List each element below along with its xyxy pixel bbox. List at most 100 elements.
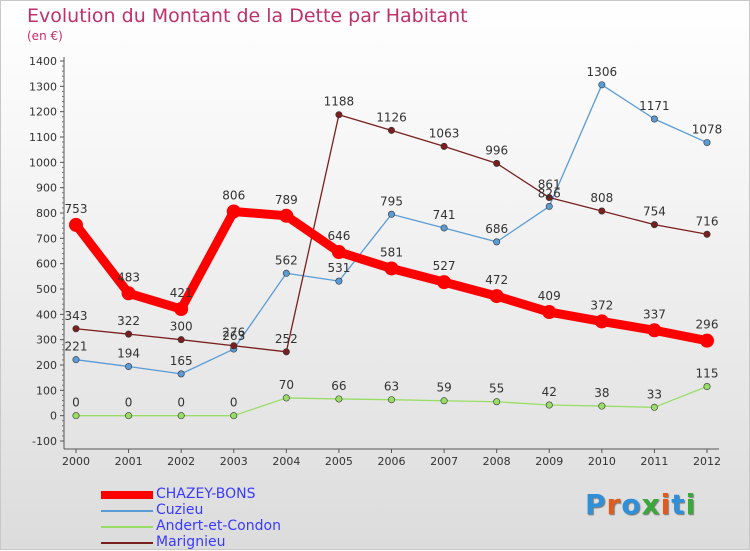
point-andert-et-condon (282, 394, 290, 402)
point-cuzieu (72, 356, 80, 364)
logo-letter: t (671, 488, 686, 521)
point-cuzieu (703, 139, 711, 147)
legend-label-chazey-bons: CHAZEY-BONS (156, 486, 256, 502)
x-tick-label: 2010 (588, 455, 616, 468)
point-marignieu (493, 159, 501, 167)
data-label-marignieu: 754 (643, 205, 666, 219)
legend-label-marignieu: Marignieu (156, 534, 226, 550)
x-tick-label: 2007 (430, 455, 458, 468)
point-cuzieu (335, 277, 343, 285)
point-cuzieu (650, 115, 658, 123)
data-label-andert-et-condon: 42 (542, 385, 557, 399)
data-label-chazey-bons: 372 (590, 298, 613, 312)
data-label-marignieu: 1126 (376, 110, 407, 124)
proxiti-logo: Proxiti (585, 488, 696, 521)
x-tick-label: 2002 (167, 455, 195, 468)
point-chazey-bons (437, 275, 452, 290)
x-tick-label: 2008 (483, 455, 511, 468)
y-tick-label: 1300 (29, 80, 57, 93)
point-marignieu (440, 142, 448, 150)
data-label-andert-et-condon: 0 (177, 396, 185, 410)
point-cuzieu (493, 238, 501, 246)
point-cuzieu (387, 210, 395, 218)
data-label-cuzieu: 1078 (692, 123, 723, 137)
data-label-cuzieu: 795 (380, 194, 403, 208)
logo-letter: i (685, 488, 697, 521)
data-label-cuzieu: 1171 (639, 99, 670, 113)
y-tick-label: 300 (36, 334, 57, 347)
point-andert-et-condon (598, 402, 606, 410)
y-tick-label: 500 (36, 283, 57, 296)
y-tick-label: 1400 (29, 55, 57, 68)
point-chazey-bons (594, 314, 609, 329)
point-marignieu (650, 221, 658, 229)
data-label-andert-et-condon: 115 (696, 367, 719, 381)
legend-swatch-andert-et-condon (101, 526, 153, 528)
data-label-marignieu: 343 (65, 309, 88, 323)
logo-letter: o (621, 488, 642, 521)
point-chazey-bons (226, 204, 241, 219)
point-marignieu (125, 330, 133, 338)
point-cuzieu (598, 81, 606, 89)
data-label-marignieu: 252 (275, 332, 298, 346)
data-label-marignieu: 1188 (324, 95, 355, 109)
y-tick-label: 700 (36, 232, 57, 245)
x-tick-label: 2003 (220, 455, 248, 468)
data-label-cuzieu: 1306 (587, 65, 618, 79)
legend-swatch-cuzieu (101, 510, 153, 512)
data-label-andert-et-condon: 33 (647, 387, 662, 401)
y-tick-label: 900 (36, 182, 57, 195)
x-tick-label: 2011 (640, 455, 668, 468)
point-chazey-bons (174, 302, 189, 317)
data-label-andert-et-condon: 66 (331, 379, 346, 393)
legend-swatch-chazey-bons (101, 491, 153, 499)
point-marignieu (387, 126, 395, 134)
y-tick-label: 1000 (29, 156, 57, 169)
logo-letter: P (585, 488, 607, 521)
y-tick-label: 600 (36, 258, 57, 271)
point-andert-et-condon (335, 395, 343, 403)
point-marignieu (282, 348, 290, 356)
legend-label-cuzieu: Cuzieu (156, 502, 204, 518)
data-label-marignieu: 996 (485, 143, 508, 157)
data-label-andert-et-condon: 70 (279, 378, 294, 392)
data-label-chazey-bons: 421 (170, 286, 193, 300)
point-andert-et-condon (545, 401, 553, 409)
point-chazey-bons (121, 286, 136, 301)
legend-label-andert-et-condon: Andert-et-Condon (156, 518, 281, 534)
y-tick-label: 1200 (29, 106, 57, 119)
data-label-andert-et-condon: 59 (436, 381, 451, 395)
data-label-chazey-bons: 646 (327, 229, 350, 243)
data-label-marignieu: 716 (696, 214, 719, 228)
y-tick-label: 100 (36, 384, 57, 397)
point-chazey-bons (542, 305, 557, 320)
data-label-chazey-bons: 527 (433, 259, 456, 273)
point-andert-et-condon (230, 412, 238, 420)
data-label-cuzieu: 263 (222, 329, 245, 343)
point-marignieu (703, 230, 711, 238)
logo-letter: i (660, 488, 672, 521)
data-label-marignieu: 1063 (429, 126, 460, 140)
data-label-cuzieu: 194 (117, 347, 140, 361)
x-tick-label: 2006 (378, 455, 406, 468)
y-tick-label: 400 (36, 308, 57, 321)
point-chazey-bons (384, 261, 399, 276)
data-label-marignieu: 861 (538, 178, 561, 192)
data-label-andert-et-condon: 0 (230, 396, 238, 410)
data-label-chazey-bons: 337 (643, 307, 666, 321)
legend-swatch-marignieu (101, 542, 153, 544)
point-cuzieu (282, 269, 290, 277)
data-label-andert-et-condon: 55 (489, 382, 504, 396)
data-label-cuzieu: 741 (433, 208, 456, 222)
logo-letter: x (641, 488, 661, 521)
point-cuzieu (545, 202, 553, 210)
point-andert-et-condon (177, 412, 185, 420)
y-tick-label: 200 (36, 359, 57, 372)
point-andert-et-condon (72, 412, 80, 420)
data-label-chazey-bons: 806 (222, 188, 245, 202)
data-label-chazey-bons: 581 (380, 245, 403, 259)
data-label-cuzieu: 562 (275, 253, 298, 267)
data-label-chazey-bons: 789 (275, 193, 298, 207)
